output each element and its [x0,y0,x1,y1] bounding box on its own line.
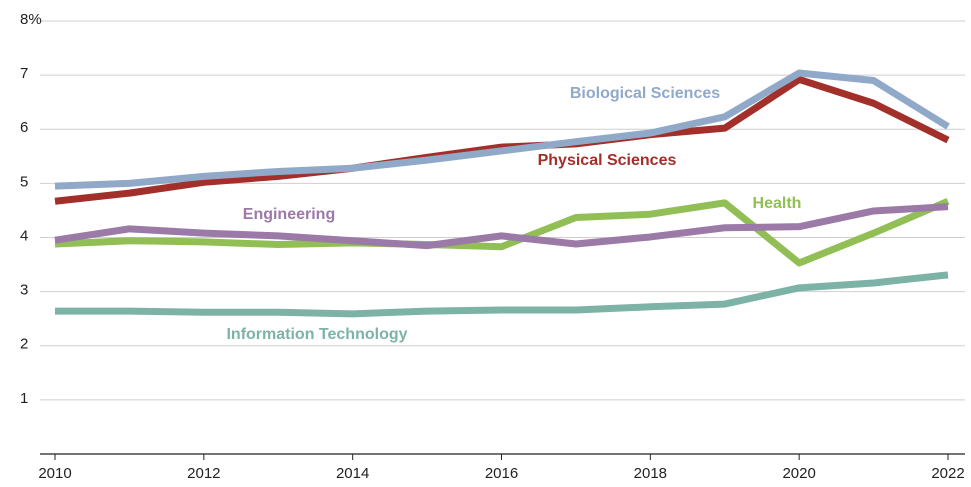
y-tick-label: 5 [20,173,28,190]
series-label: Information Technology [226,326,407,343]
x-tick-label: 2014 [336,465,369,482]
x-tick-label: 2012 [187,465,220,482]
y-tick-label: 8% [20,11,42,28]
x-tick-label: 2016 [485,465,518,482]
series-line [54,198,950,267]
y-tick-label: 2 [20,336,28,353]
y-tick-label: 4 [20,227,28,244]
y-tick-label: 6 [20,119,28,136]
series-label: Biological Sciences [570,85,720,102]
series-label: Engineering [243,206,335,223]
series-label: Physical Sciences [538,152,677,169]
y-tick-label: 7 [20,65,28,82]
x-tick-label: 2022 [931,465,964,482]
series-line [54,203,949,250]
series-label: Health [753,195,802,212]
y-tick-label: 1 [20,390,28,407]
series-line [55,271,949,318]
series-line [54,69,950,190]
y-tick-label: 3 [20,282,28,299]
x-tick-label: 2020 [782,465,815,482]
series-line [54,75,950,205]
x-tick-label: 2010 [38,465,71,482]
x-tick-label: 2018 [634,465,667,482]
